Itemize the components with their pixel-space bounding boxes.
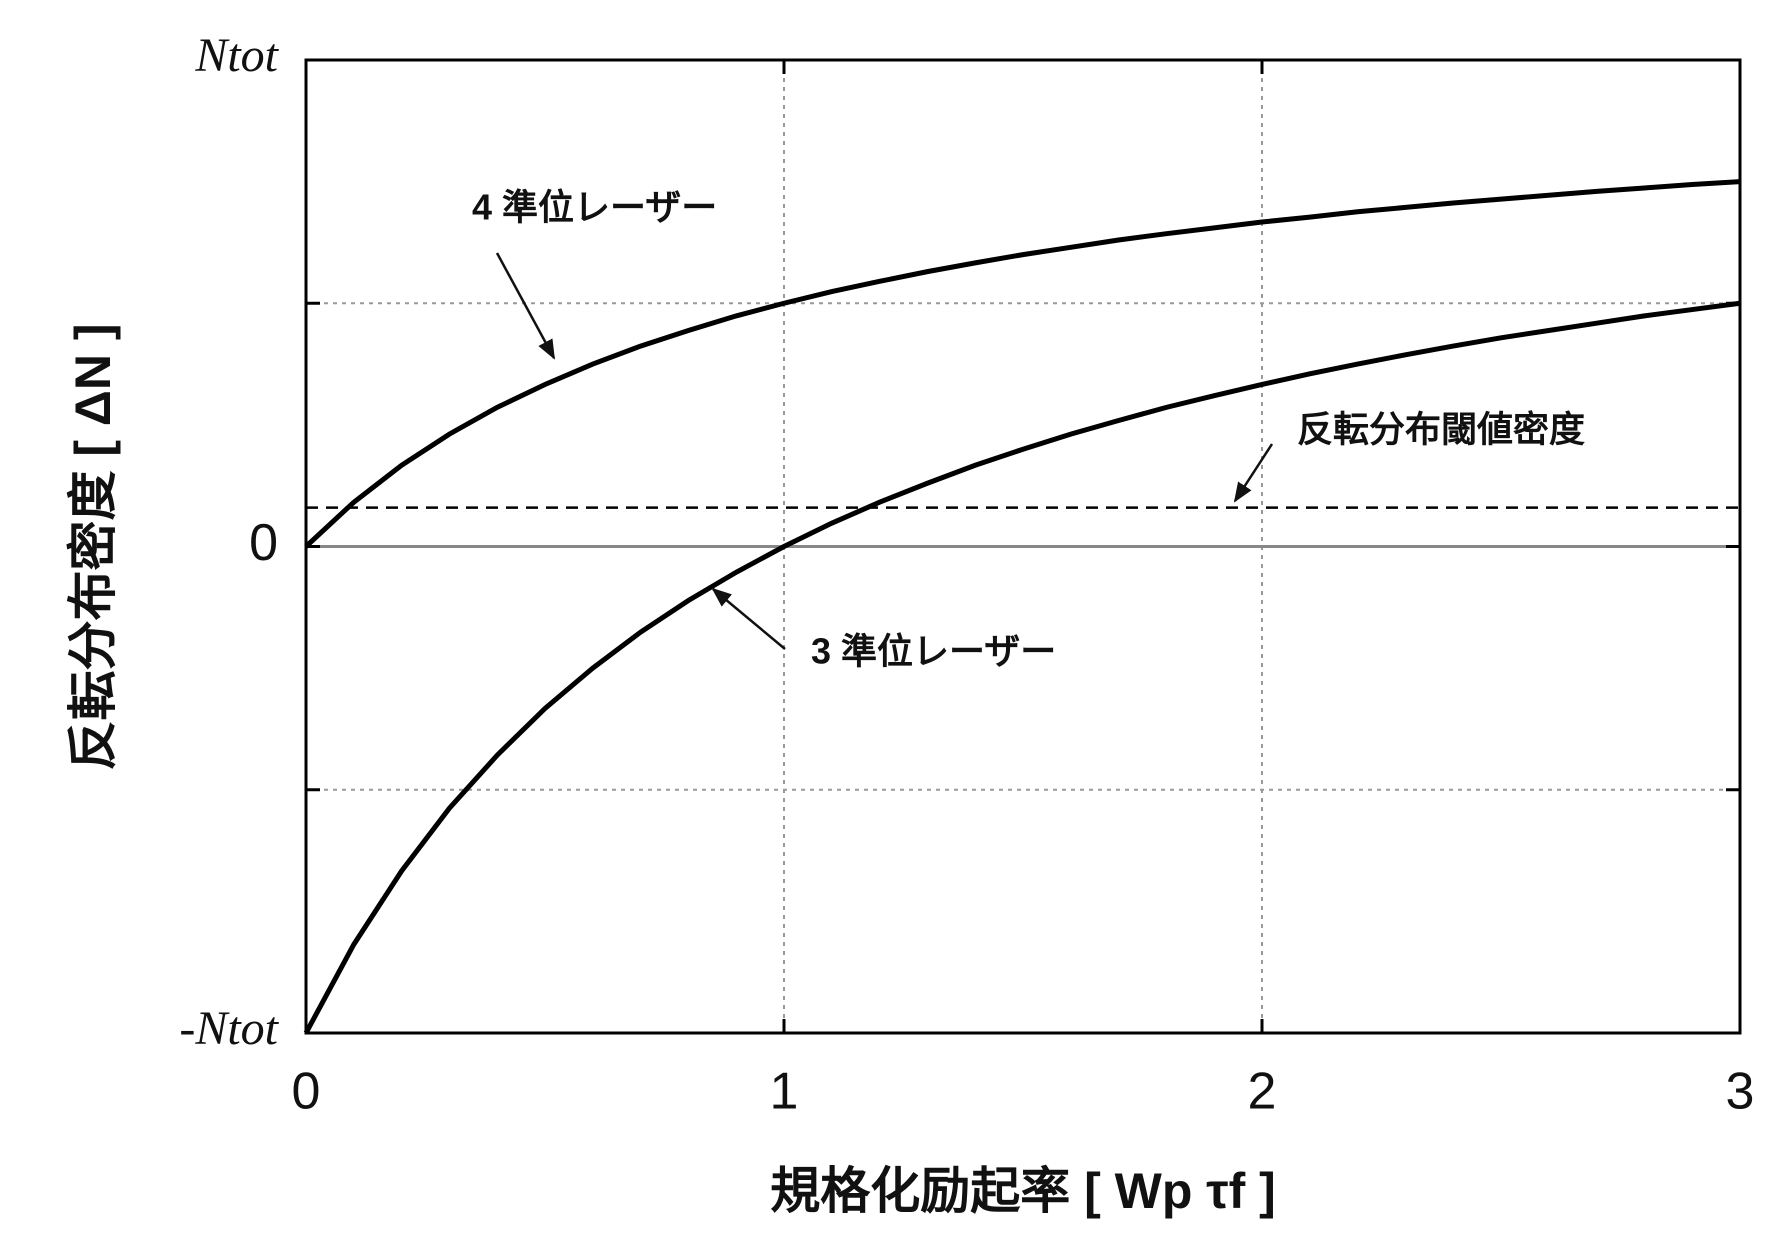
annotation: 反転分布閾値密度 — [1297, 409, 1585, 450]
y-axis-label: 反転分布密度 [ ΔN ] — [65, 323, 121, 770]
data-line — [304, 179, 1741, 549]
x-tick-label: 1 — [770, 1063, 799, 1121]
y-tick-label: 0 — [249, 514, 278, 572]
annotation-arrow — [495, 252, 556, 360]
annotation: 4 準位レーザー — [472, 187, 717, 228]
x-tick-label: 2 — [1248, 1063, 1277, 1121]
x-tick-label: 3 — [1726, 1063, 1755, 1121]
x-axis-label: 規格化励起率 [ Wp τf ] — [770, 1163, 1276, 1219]
annotation-arrow — [711, 587, 786, 650]
y-tick-label: -Ntot — [179, 1002, 279, 1055]
y-tick-label: Ntot — [194, 29, 279, 82]
data-line — [303, 300, 1741, 1035]
annotation-arrow — [1233, 443, 1274, 503]
annotation: 3 準位レーザー — [811, 631, 1056, 672]
x-tick-label: 0 — [292, 1063, 321, 1121]
